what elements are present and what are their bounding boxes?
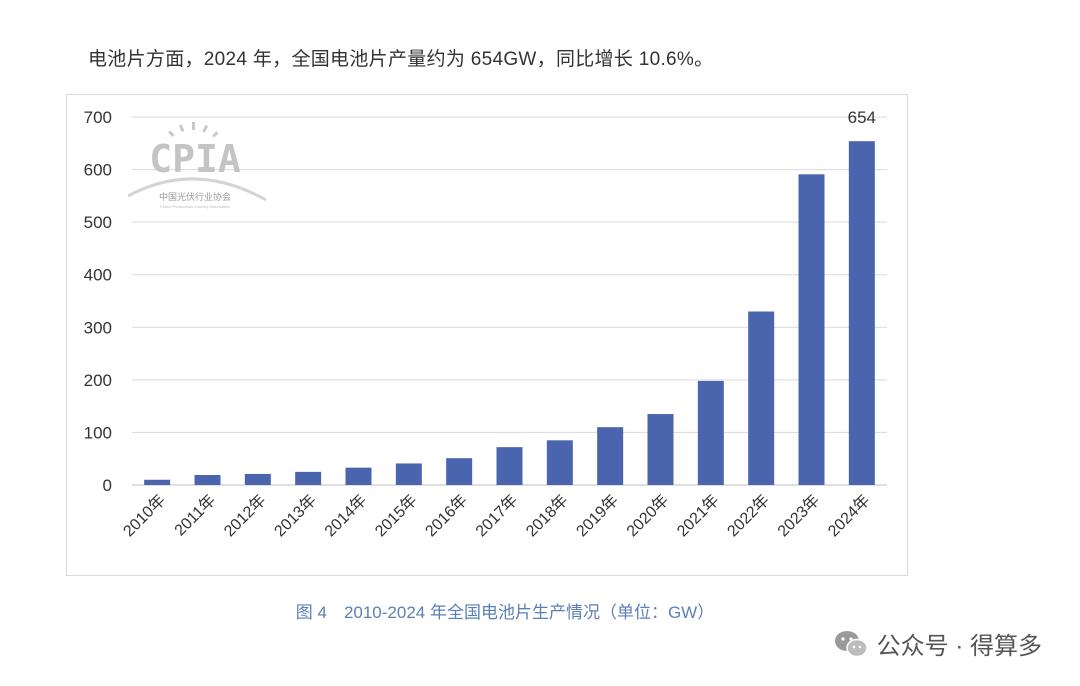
x-tick-label-2019年: 2019年 [573, 491, 622, 540]
y-tick-label-0: 0 [103, 476, 112, 495]
x-tick-label-2021年: 2021年 [673, 491, 722, 540]
x-tick-label-2015年: 2015年 [371, 491, 420, 540]
data-label-2024年: 654 [848, 108, 876, 127]
watermark: 公众号 · 得算多 [833, 626, 1042, 661]
logo-text: CPIA [149, 137, 241, 181]
y-tick-label-300: 300 [84, 318, 112, 337]
bar-2013年 [295, 471, 322, 485]
bar-2018年 [546, 440, 573, 485]
intro-text: 电池片方面，2024 年，全国电池片产量约为 654GW，同比增长 10.6%。 [88, 49, 714, 70]
bar-2014年 [345, 467, 372, 485]
y-tick-label-200: 200 [84, 371, 112, 390]
y-tick-label-600: 600 [84, 161, 112, 180]
logo-subtext: 中国光伏行业协会 [159, 191, 231, 202]
cpia-logo: CPIA 中国光伏行业协会 China Photovoltaic Industr… [127, 122, 267, 209]
y-tick-label-700: 700 [84, 108, 112, 127]
x-tick-label-2018年: 2018年 [522, 491, 571, 540]
x-tick-label-2014年: 2014年 [321, 491, 370, 540]
x-tick-label-2020年: 2020年 [623, 491, 672, 540]
x-tick-label-2024年: 2024年 [824, 491, 873, 540]
y-tick-label-500: 500 [84, 213, 112, 232]
bar-2011年 [194, 475, 221, 485]
x-tick-label-2022年: 2022年 [724, 491, 773, 540]
wechat-icon [834, 630, 868, 657]
bar-2010年 [144, 479, 171, 485]
bar-2021年 [697, 380, 724, 485]
bar-2017年 [496, 447, 523, 485]
y-tick-label-100: 100 [84, 423, 112, 442]
bar-2019年 [597, 427, 624, 485]
x-tick-label-2023年: 2023年 [774, 491, 823, 540]
bar-2016年 [446, 458, 473, 485]
x-tick-label-2016年: 2016年 [422, 491, 471, 540]
x-tick-label-2010年: 2010年 [120, 491, 169, 540]
bar-2022年 [748, 311, 775, 485]
x-tick-label-2012年: 2012年 [220, 491, 269, 540]
x-tick-label-2011年: 2011年 [171, 491, 219, 539]
logo-subtext-en: China Photovoltaic Industry Association [160, 204, 230, 209]
chart-container: 0 100 200 300 400 500 600 700 2010年 2011年 2012年 201… [66, 94, 908, 576]
bar-2020年 [647, 414, 674, 485]
x-tick-label-2013年: 2013年 [271, 491, 320, 540]
y-tick-label-400: 400 [84, 266, 112, 285]
bar-2024年 [848, 141, 875, 485]
bar-2015年 [395, 463, 422, 485]
watermark-text: 公众号 · 得算多 [876, 633, 1042, 660]
x-tick-label-2017年: 2017年 [472, 491, 521, 540]
bar-2012年 [244, 473, 271, 485]
bar-2023年 [798, 174, 825, 485]
figure-caption: 图 4 2010-2024 年全国电池片生产情况（单位：GW） [295, 603, 715, 622]
